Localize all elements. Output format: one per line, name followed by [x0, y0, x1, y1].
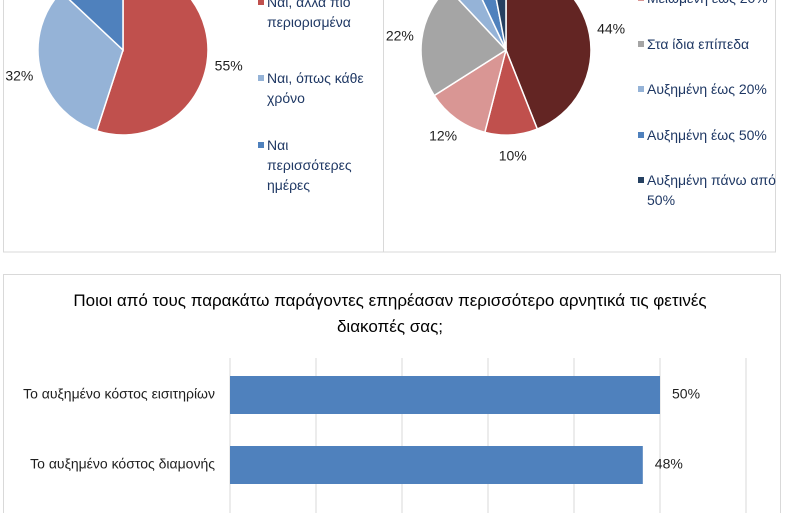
legend-marker — [638, 41, 644, 47]
legend-marker — [258, 0, 264, 5]
pie-slice — [505, 0, 592, 131]
legend-label: Μειωμένη έως 20% — [647, 0, 777, 8]
pie-slice — [68, 0, 124, 52]
legend-marker — [258, 142, 264, 148]
legend-marker — [638, 177, 644, 183]
panel — [3, 274, 781, 513]
pie-slice — [420, 0, 508, 97]
legend-marker — [638, 132, 644, 138]
data-label: 32% — [5, 67, 33, 83]
legend-marker — [638, 0, 644, 1]
pie-slice — [433, 48, 508, 134]
panel — [383, 0, 776, 253]
pie-slice — [481, 0, 507, 51]
data-label: 44% — [597, 21, 625, 37]
data-label: 55% — [215, 57, 243, 73]
legend-label: Στα ίδια επίπεδα — [647, 36, 750, 52]
data-label: 10% — [499, 147, 527, 163]
bar — [230, 446, 643, 484]
pie-slice — [95, 0, 209, 136]
bar — [230, 376, 660, 414]
legend-label: Ναι, αλλά πιο περιορισμένα — [267, 0, 351, 30]
legend-label: Αυξημένη έως 20% — [647, 81, 767, 97]
legend-marker — [638, 86, 644, 92]
pie-slice — [458, 0, 507, 51]
legend-label: Ναι περισσότερες ημέρες — [267, 137, 352, 193]
data-label: 12% — [429, 127, 457, 143]
data-label: 22% — [386, 27, 414, 43]
data-label: 48% — [655, 456, 683, 472]
chart-title: Ποιοι από τους παρακάτω παράγοντες επηρέ… — [73, 291, 707, 336]
legend-label: Αυξημένη έως 50% — [647, 127, 767, 143]
pie-slice — [495, 0, 507, 51]
y-tick-label: Το αυξημένο κόστος εισιτηρίων — [23, 386, 215, 402]
y-tick-label: Το αυξημένο κόστος διαμονής — [30, 456, 215, 472]
legend-label: Αυξημένη πάνω από 50% — [647, 172, 776, 208]
data-label: 50% — [672, 386, 700, 402]
pie-slice — [37, 0, 124, 132]
legend-marker — [258, 75, 264, 81]
legend-label: Ναι, όπως κάθε χρόνο — [267, 70, 364, 106]
